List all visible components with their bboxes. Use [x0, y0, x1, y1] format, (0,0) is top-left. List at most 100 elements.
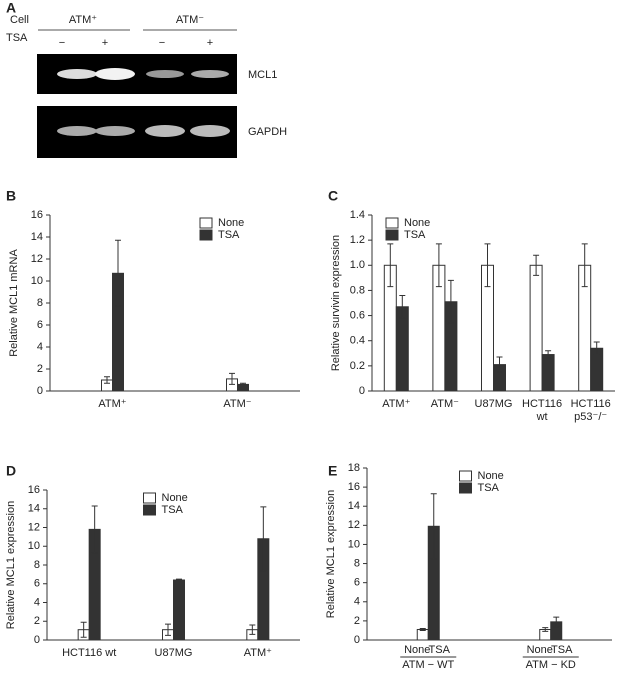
error-bar	[249, 624, 256, 635]
band	[191, 70, 229, 78]
y-tick-label: 4	[354, 596, 360, 608]
error-bar	[542, 627, 549, 632]
bar	[395, 306, 409, 392]
x-tick-label: ATM⁺	[244, 647, 272, 659]
x-tick-label: ATM − KD	[526, 659, 576, 671]
group-label: ATM⁺	[69, 14, 97, 26]
x-tick-label: HCT116 wt	[62, 647, 116, 659]
y-tick-label: 0.8	[350, 284, 365, 296]
error-bar	[260, 506, 267, 572]
panel-label: D	[6, 463, 16, 479]
legend-label: None	[478, 470, 504, 482]
band-label: MCL1	[248, 69, 277, 81]
y-tick-label: 2	[37, 363, 43, 375]
x-tick-label: ATM⁻	[431, 398, 459, 410]
x-tick-label: ATM⁺	[382, 398, 410, 410]
legend-label: None	[162, 492, 188, 504]
x-tick-label: wt	[536, 411, 548, 423]
error-bar	[447, 279, 454, 324]
error-bar	[533, 254, 540, 276]
cell-label: Cell	[10, 14, 29, 26]
y-tick-label: 0	[37, 385, 43, 397]
x-tick-label: ATM − WT	[402, 659, 454, 671]
legend-label: None	[404, 217, 430, 229]
legend-swatch	[199, 217, 213, 229]
bar	[173, 579, 185, 641]
y-tick-label: 14	[348, 500, 360, 512]
y-tick-label: 6	[354, 577, 360, 589]
bar-label: None	[404, 644, 430, 656]
error-bar	[176, 578, 182, 582]
y-tick-label: 12	[348, 519, 360, 531]
y-tick-label: 14	[31, 231, 43, 243]
legend-swatch	[459, 482, 472, 494]
y-tick-label: 0.4	[350, 335, 365, 347]
error-bar	[553, 616, 560, 628]
legend-swatch	[385, 217, 399, 229]
y-tick-label: 0	[359, 385, 365, 397]
band	[95, 126, 135, 136]
band	[57, 126, 97, 136]
legend-label: None	[218, 217, 244, 229]
y-tick-label: 16	[348, 481, 360, 493]
y-tick-label: 12	[28, 521, 40, 533]
band	[146, 70, 184, 78]
y-axis-label: Relative MCL1 expression	[325, 490, 337, 618]
y-axis-label: Relative survivin expression	[330, 235, 342, 371]
y-tick-label: 0.2	[350, 360, 365, 372]
error-bar	[399, 294, 406, 319]
legend-label: TSA	[404, 229, 426, 241]
y-tick-label: 0	[34, 634, 40, 646]
y-tick-label: 4	[34, 596, 40, 608]
y-tick-label: 8	[34, 559, 40, 571]
y-tick-label: 8	[37, 297, 43, 309]
legend-swatch	[199, 229, 213, 241]
error-bar	[435, 243, 442, 288]
bar	[529, 264, 543, 392]
y-tick-label: 0.6	[350, 309, 365, 321]
error-bar	[229, 372, 235, 385]
bar	[416, 628, 429, 641]
y-axis-label: Relative MCL1 mRNA	[8, 249, 20, 357]
x-tick-label: HCT116	[571, 398, 611, 410]
y-tick-label: 6	[37, 319, 43, 331]
y-tick-label: 1.4	[350, 209, 365, 221]
error-bar	[80, 621, 87, 638]
error-bar	[104, 376, 110, 384]
error-bar	[545, 350, 552, 359]
error-bar	[430, 493, 437, 560]
legend-swatch	[143, 492, 156, 504]
panel-label: A	[6, 0, 16, 16]
legend-swatch	[459, 470, 472, 482]
error-bar	[165, 623, 171, 636]
y-axis-label: Relative MCL1 expression	[5, 501, 17, 629]
bar-label: None	[527, 644, 553, 656]
y-tick-label: 10	[348, 538, 360, 550]
y-tick-label: 0	[354, 634, 360, 646]
legend-swatch	[385, 229, 399, 241]
y-tick-label: 6	[34, 578, 40, 590]
y-tick-label: 10	[31, 275, 43, 287]
legend-swatch	[143, 504, 156, 516]
group-label: ATM⁻	[176, 14, 204, 26]
error-bar	[484, 243, 491, 288]
band	[95, 68, 135, 80]
band-label: GAPDH	[248, 126, 287, 138]
y-tick-label: 8	[354, 557, 360, 569]
bar-label: TSA	[551, 644, 573, 656]
y-tick-label: 18	[348, 462, 360, 474]
error-bar	[419, 628, 426, 631]
error-bar	[496, 356, 503, 373]
y-tick-label: 16	[28, 484, 40, 496]
legend-label: TSA	[162, 504, 184, 516]
legend-label: TSA	[218, 229, 240, 241]
y-tick-label: 16	[31, 209, 43, 221]
y-tick-label: 14	[28, 503, 40, 515]
legend-label: TSA	[478, 482, 500, 494]
treatment: −	[59, 37, 65, 49]
y-tick-label: 4	[37, 341, 43, 353]
y-tick-label: 1.2	[350, 234, 365, 246]
error-bar	[115, 239, 121, 307]
y-tick-label: 1.0	[350, 259, 365, 271]
band	[57, 69, 97, 79]
